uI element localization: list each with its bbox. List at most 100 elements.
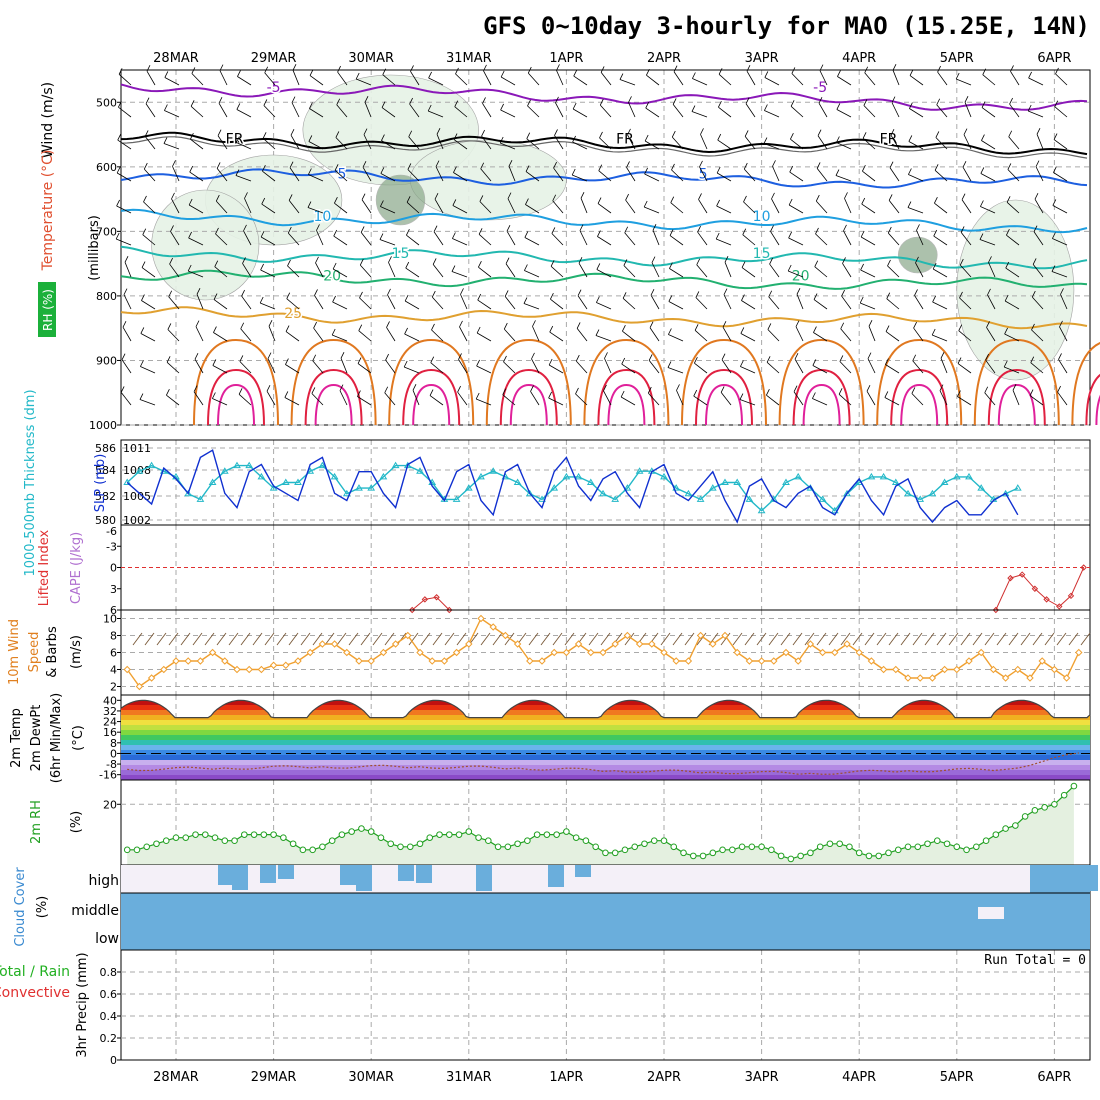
wind-barb-flag <box>213 326 217 333</box>
rh-marker <box>611 849 619 857</box>
wind-barb <box>716 238 732 246</box>
wind-barb <box>1058 359 1068 374</box>
rh-marker <box>543 831 551 838</box>
series-marker <box>818 495 827 502</box>
dewpoint-line <box>127 752 1079 775</box>
wind-barb-flag <box>507 192 512 199</box>
axis-label: 3hr Precip (mm) <box>75 952 90 1057</box>
rh-marker <box>865 852 873 860</box>
tick-label: -3 <box>106 540 117 553</box>
tick-label: -8 <box>106 758 117 771</box>
wind-barb-flag <box>164 71 169 78</box>
wind-barb-flag <box>624 226 629 233</box>
rh-marker <box>777 852 785 860</box>
wind-barb-flag <box>604 352 608 359</box>
series-marker <box>403 461 412 469</box>
wind-barb-flag <box>508 159 513 167</box>
wind-barb <box>887 265 900 278</box>
wind-barb <box>526 138 540 150</box>
temperature-band <box>121 765 1090 770</box>
wind-barb <box>935 137 948 150</box>
wind-barb-flag <box>555 96 559 104</box>
wind-barb-flag <box>169 257 173 265</box>
bottom-date-label: 2APR <box>647 1070 681 1085</box>
wind-barb <box>1051 271 1068 278</box>
wind-barb-flag <box>386 321 390 328</box>
wind-barb-flag <box>408 130 413 137</box>
rh-marker <box>670 843 678 851</box>
rh-marker <box>201 831 209 838</box>
cloud-row-label: low <box>95 931 119 947</box>
series-marker <box>1067 592 1075 600</box>
series-marker <box>599 648 607 657</box>
tick-label: 0.8 <box>100 966 118 979</box>
wind-barb <box>332 301 348 310</box>
wind-barb <box>169 263 180 278</box>
wind-barb-flag <box>957 390 961 397</box>
rh-marker <box>572 834 580 841</box>
surface-heat-contour <box>499 368 558 426</box>
wind-barb-flag <box>384 386 389 393</box>
wind-barb <box>428 77 444 86</box>
rh-marker <box>719 846 726 854</box>
wind-barb <box>815 200 828 214</box>
series-marker <box>269 661 278 669</box>
wind-barb-flag <box>788 198 793 206</box>
tick-label: 584 <box>95 464 116 477</box>
wind-barb <box>1006 201 1020 214</box>
surface-wind-barb <box>696 632 707 646</box>
rh-marker <box>1051 800 1058 808</box>
wind-barb <box>409 103 420 118</box>
wind-barb-flag <box>668 328 672 335</box>
wind-barb-flag <box>963 128 968 135</box>
surface-heat-contour <box>1085 373 1100 426</box>
wind-barb-flag <box>237 70 241 77</box>
wind-barb <box>550 298 564 310</box>
wind-barb-flag <box>836 136 840 143</box>
wind-barb <box>740 333 756 342</box>
wind-barb-flag <box>669 229 674 236</box>
wind-barb-flag <box>453 166 457 173</box>
wind-barb <box>888 200 900 214</box>
wind-barb <box>891 102 900 118</box>
rh-marker <box>1031 807 1039 814</box>
wind-barb <box>260 236 276 246</box>
surface-wind-barb <box>888 632 899 646</box>
temperature-contour <box>120 245 1088 270</box>
wind-barb <box>477 299 492 310</box>
wind-barb-flag <box>123 288 128 295</box>
rh-marker <box>348 828 355 835</box>
rh-marker <box>904 843 912 851</box>
temperature-band <box>121 760 1090 765</box>
rh-marker <box>553 831 560 838</box>
wind-barb-flag <box>554 129 558 136</box>
wind-barb-flag <box>334 164 339 171</box>
wind-barb-flag <box>433 225 438 232</box>
wind-barb <box>959 297 972 310</box>
tick-label: 6 <box>110 647 117 660</box>
wind-barb <box>1029 395 1044 406</box>
wind-barb <box>860 236 876 246</box>
wind-barb-flag <box>718 100 722 108</box>
wind-barb <box>237 76 252 86</box>
wind-barb-flag <box>671 130 676 138</box>
wind-barb <box>885 331 900 342</box>
surface-wind-barb <box>912 632 923 646</box>
wind-barb-flag <box>693 389 698 397</box>
wind-barb-flag <box>695 291 700 298</box>
wind-barb-flag <box>140 360 144 367</box>
wind-barb <box>572 174 588 182</box>
wind-barb <box>429 395 444 406</box>
series-marker <box>538 495 546 502</box>
wind-barb-flag <box>1006 228 1010 236</box>
wind-barb <box>313 327 324 342</box>
wind-barb <box>381 107 396 118</box>
contour-label: 25 <box>284 306 302 322</box>
wind-barb-flag <box>292 63 297 71</box>
wind-barb-flag <box>188 198 193 206</box>
wind-barb-flag <box>409 97 413 105</box>
wind-barb <box>868 326 876 342</box>
series-marker <box>782 478 790 485</box>
surface-heat-contour <box>290 338 377 426</box>
wind-barb <box>838 393 852 406</box>
